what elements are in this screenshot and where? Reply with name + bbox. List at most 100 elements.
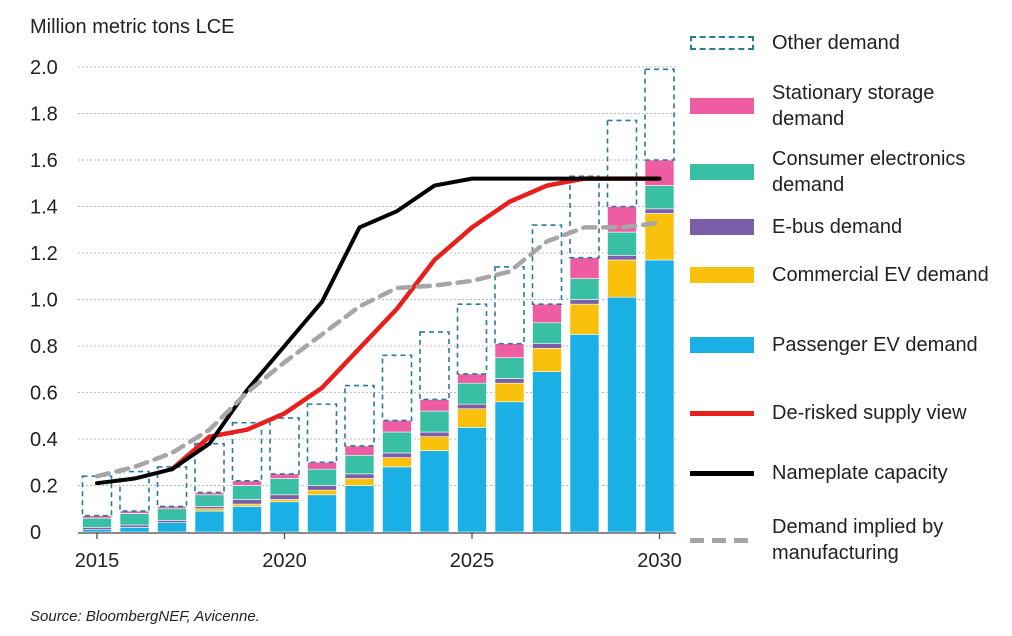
chart-plot: 0 0.2 0.4 0.6 0.8 1.0 1.2 1.4 1.6 1.8 2.0 2015 2020 2… <box>30 57 682 572</box>
bar-segment-passenger <box>419 450 450 533</box>
legend-label: Commercial EV demand <box>772 264 989 286</box>
legend-swatch-ebus <box>690 219 754 235</box>
bar-segment-consumer <box>382 431 412 454</box>
bar-segment-other-demand <box>119 470 150 512</box>
bar-segment-other-demand <box>156 466 188 508</box>
legend-label: Consumer electronics demand <box>772 148 966 196</box>
line-overlays <box>94 176 662 486</box>
y-tick-label: 0.4 <box>30 429 58 451</box>
bar-segment-passenger <box>494 401 525 533</box>
bar-segment-commercial <box>307 489 337 496</box>
bar-segment-ebus <box>119 524 150 528</box>
bar-segment-consumer <box>269 478 300 496</box>
bar-segment-passenger <box>269 501 300 533</box>
bar-segment-passenger <box>532 371 562 533</box>
legend-item-derisked: De-risked supply view <box>690 400 1010 456</box>
legend-item-passenger: Passenger EV demand <box>690 332 1010 388</box>
bar-segment-ebus <box>607 255 637 261</box>
bar-segment-ebus <box>157 520 187 524</box>
bar-segment-ebus <box>494 378 525 384</box>
bar-segment-other-demand <box>81 475 113 517</box>
bar-segment-ebus <box>382 452 412 458</box>
bar-segment-other-demand <box>381 354 413 422</box>
bar-segment-other-demand <box>569 175 600 259</box>
legend-item-stationary: Stationary storage demand <box>690 80 1010 136</box>
x-tick-label: 2015 <box>75 550 120 572</box>
bar-segment-passenger <box>119 527 150 533</box>
bar-segment-ebus <box>569 299 600 305</box>
bar-segment-commercial <box>344 478 375 486</box>
bar-segment-ebus <box>344 473 375 479</box>
legend-swatch-passenger <box>690 337 754 353</box>
legend-item-nameplate: Nameplate capacity <box>690 460 1010 516</box>
bar-segment-stationary <box>494 343 525 358</box>
bar-segment-passenger <box>382 466 412 533</box>
y-axis-unit-label: Million metric tons LCE <box>30 16 235 38</box>
y-tick-label: 1.8 <box>30 104 58 126</box>
bar-segment-consumer <box>232 485 262 500</box>
y-tick-label: 0.6 <box>30 383 58 405</box>
bar-segment-passenger <box>457 427 487 533</box>
bar-segment-consumer <box>569 278 600 300</box>
bar-segment-consumer <box>194 494 225 507</box>
bar-segment-passenger <box>644 259 675 533</box>
bar-segment-consumer <box>157 508 187 521</box>
y-tick-label: 0 <box>30 522 41 544</box>
bar-segment-ebus <box>232 499 262 505</box>
bar-segment-stationary <box>457 373 487 384</box>
bar-segment-ebus <box>532 343 562 349</box>
bar-segment-commercial <box>382 457 412 468</box>
bar-segment-other-demand <box>194 442 225 494</box>
legend-label: Other demand <box>772 32 900 54</box>
bar-segment-other-demand <box>344 384 375 447</box>
legend-label: Nameplate capacity <box>772 462 948 484</box>
x-tick-label: 2020 <box>262 550 307 572</box>
bar-segment-ebus <box>457 403 487 410</box>
legend-item-consumer: Consumer electronics demand <box>690 146 1010 202</box>
legend-item-commercial: Commercial EV demand <box>690 262 1010 318</box>
legend-swatch-stationary <box>690 98 754 114</box>
bar-segment-passenger <box>307 494 337 533</box>
bar-segment-stationary <box>569 257 600 279</box>
bar-segment-stationary <box>532 303 562 324</box>
bar-segment-other-demand <box>644 68 675 161</box>
bar-segment-commercial <box>232 503 262 507</box>
bar-segment-passenger <box>82 529 112 533</box>
axes: 0 0.2 0.4 0.6 0.8 1.0 1.2 1.4 1.6 1.8 2.0 2015 2020 2… <box>30 57 682 572</box>
y-tick-label: 2.0 <box>30 57 58 79</box>
bar-segment-commercial <box>457 408 487 428</box>
bar-segment-stationary <box>382 420 412 433</box>
legend-swatch-derisked <box>690 411 754 416</box>
bar-segment-passenger <box>157 522 187 533</box>
bar-segment-other-demand <box>269 417 300 475</box>
bar-segment-ebus <box>82 527 112 530</box>
bar-segment-ebus <box>419 431 450 437</box>
legend-label: E-bus demand <box>772 216 903 238</box>
legend-item-ebus: E-bus demand <box>690 214 1010 270</box>
legend-swatch-other <box>690 36 754 50</box>
y-tick-label: 1.4 <box>30 197 58 219</box>
bar-segment-ebus <box>269 494 300 500</box>
bar-segment-commercial <box>419 436 450 451</box>
bar-segment-commercial <box>569 303 600 335</box>
bar-segment-passenger <box>232 506 262 533</box>
bar-segment-stationary <box>419 399 450 412</box>
bar-segment-stationary <box>307 461 337 470</box>
legend-label: Stationary storage demand <box>772 82 935 130</box>
bar-segment-consumer <box>457 382 487 405</box>
y-tick-label: 0.8 <box>30 336 58 358</box>
bar-segment-passenger <box>344 485 375 533</box>
bar-segment-other-demand <box>494 266 525 345</box>
legend-item-other: Other demand <box>690 30 1010 86</box>
line-implied <box>94 220 662 479</box>
x-tick-label: 2030 <box>637 550 682 572</box>
bar-segment-stationary <box>344 445 375 456</box>
bar-segment-passenger <box>194 510 225 533</box>
y-tick-label: 1.6 <box>30 150 58 172</box>
y-tick-label: 0.2 <box>30 476 58 498</box>
legend-item-implied: Demand implied by manufacturing <box>690 514 1010 570</box>
bar-stacks <box>81 68 675 533</box>
legend-label: De-risked supply view <box>772 402 967 424</box>
bar-segment-consumer <box>532 322 562 344</box>
y-tick-label: 1.0 <box>30 290 58 312</box>
